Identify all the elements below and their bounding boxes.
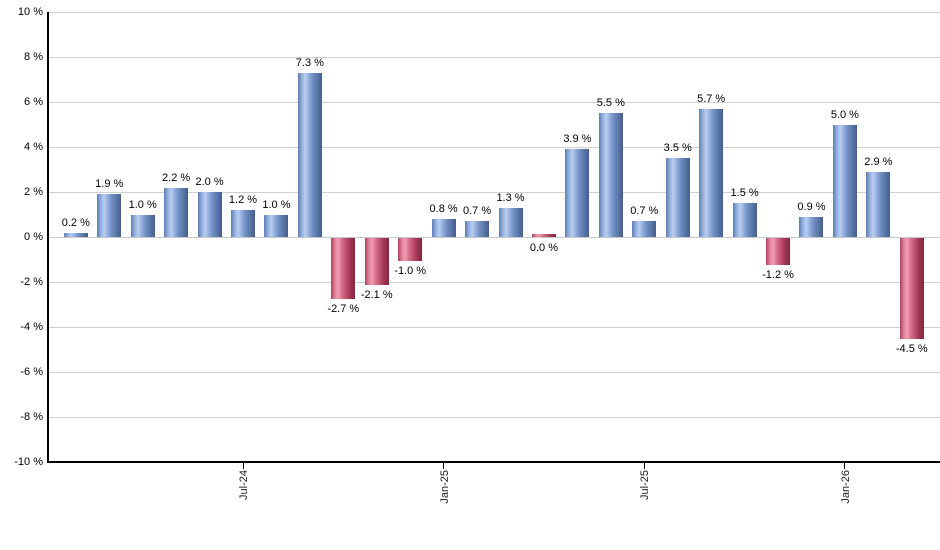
bar-value-label: 0.0 % — [529, 242, 559, 254]
gridline — [48, 56, 940, 58]
bar-value-label: 5.7 % — [697, 92, 726, 105]
x-axis-tick-label: Jul-25 — [639, 470, 652, 500]
gridline — [48, 416, 940, 418]
gridline — [48, 146, 940, 148]
bar-value-label: 0.7 % — [630, 205, 659, 218]
gridline — [48, 371, 940, 373]
y-axis-tick-label: 10 % — [17, 5, 43, 18]
bar-value-label: 0.8 % — [429, 203, 458, 215]
y-axis-tick-label: 2 % — [24, 185, 43, 198]
bar-value-label: 1.3 % — [496, 191, 525, 204]
bar-value-label: 7.3 % — [295, 56, 324, 69]
bar — [63, 232, 88, 237]
bar — [665, 158, 690, 237]
bar-value-label: 5.5 % — [596, 97, 625, 110]
x-axis-tick — [844, 463, 846, 469]
gridline — [48, 11, 940, 13]
bar-value-label: 1.0 % — [262, 198, 291, 211]
bar-value-label: 5.0 % — [830, 108, 859, 121]
bar — [130, 214, 155, 237]
bar — [699, 108, 724, 237]
bar-value-label: -1.0 % — [394, 264, 427, 277]
bar — [498, 207, 523, 237]
gridline — [48, 281, 940, 283]
bar — [531, 234, 556, 237]
bar-value-label: 1.5 % — [730, 187, 759, 200]
y-axis-tick-label: -2 % — [20, 275, 43, 288]
y-axis-tick-label: -4 % — [20, 320, 43, 333]
x-axis-tick — [242, 463, 244, 469]
bar — [866, 171, 891, 237]
x-axis-tick-label: Jul-24 — [238, 470, 250, 500]
bar-value-label: 0.7 % — [463, 205, 492, 218]
bar — [398, 238, 423, 261]
bar-value-label: 3.9 % — [563, 133, 592, 146]
bar — [799, 216, 824, 237]
gridline — [48, 101, 940, 103]
y-axis-tick-label: 4 % — [24, 140, 43, 153]
x-axis-line — [47, 461, 940, 463]
bar — [364, 238, 389, 286]
y-axis-tick-label: -6 % — [20, 365, 43, 378]
bar — [899, 238, 924, 340]
bar — [632, 221, 657, 237]
bar-value-label: -4.5 % — [895, 343, 928, 356]
bar-value-label: 3.5 % — [663, 142, 692, 155]
bar-value-label: 0.9 % — [797, 200, 826, 213]
bar-value-label: -1.2 % — [762, 269, 794, 281]
bar-value-label: 1.2 % — [228, 194, 258, 206]
bar-value-label: 0.2 % — [61, 216, 90, 229]
bar — [164, 187, 189, 237]
bar — [197, 192, 222, 237]
bar-value-label: -2.7 % — [327, 302, 360, 315]
bar — [97, 194, 122, 237]
x-axis-tick-label: Jan-25 — [438, 470, 451, 504]
gridline — [48, 191, 940, 193]
bar — [565, 149, 590, 237]
x-axis-tick — [643, 463, 645, 469]
y-axis-tick-label: 6 % — [24, 95, 43, 108]
bar — [431, 219, 456, 237]
bar — [231, 210, 255, 237]
bar — [732, 203, 757, 237]
y-axis-tick-label: 0 % — [24, 230, 43, 243]
bar-value-label: 2.9 % — [864, 155, 893, 168]
bar — [264, 214, 289, 237]
bar-value-label: 1.0 % — [128, 198, 157, 211]
gridline — [48, 326, 940, 328]
zero-gridline — [48, 236, 940, 238]
bar — [331, 238, 356, 299]
bar-value-label: 2.2 % — [162, 171, 191, 184]
x-axis-tick — [443, 463, 445, 469]
y-axis-line — [47, 12, 49, 463]
y-axis-tick-label: 8 % — [24, 50, 43, 63]
y-axis-tick-label: -8 % — [20, 410, 43, 423]
bar — [598, 113, 623, 237]
bar — [832, 124, 857, 237]
bar-value-label: 1.9 % — [95, 178, 124, 191]
bar — [766, 238, 791, 265]
bar-value-label: 2.0 % — [195, 176, 224, 188]
bar — [465, 221, 490, 237]
bar — [297, 72, 322, 237]
bar-value-label: -2.1 % — [360, 289, 393, 302]
x-axis-tick-label: Jan-26 — [839, 470, 852, 504]
y-axis-tick-label: -10 % — [14, 455, 43, 468]
